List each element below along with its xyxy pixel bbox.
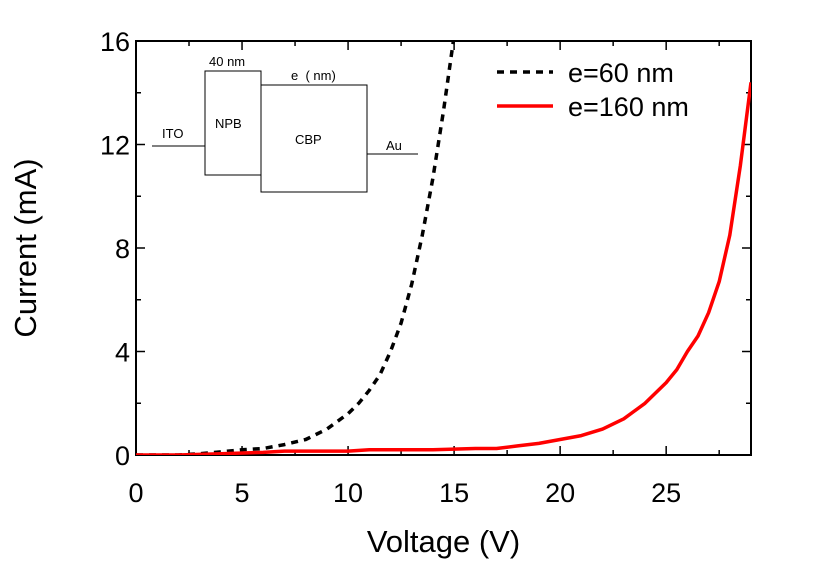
- legend-label-e160: e=160 nm: [568, 92, 689, 122]
- x-tick-label: 15: [439, 478, 469, 508]
- x-tick-label: 25: [651, 478, 681, 508]
- y-axis-ticks: 0 4 8 12 16: [100, 27, 751, 471]
- x-tick-label: 10: [333, 478, 363, 508]
- inset-label-ito: ITO: [162, 126, 183, 141]
- y-tick-label: 8: [115, 234, 130, 264]
- x-tick-label: 0: [128, 478, 143, 508]
- legend: e=60 nm e=160 nm: [497, 58, 689, 122]
- series-line-e160: [136, 82, 751, 455]
- device-structure-labels: 40 nm e ( nm) ITO NPB CBP Au: [162, 54, 402, 153]
- inset-cbp-layer: [260, 84, 368, 193]
- y-tick-label: 4: [115, 338, 130, 368]
- x-tick-label: 20: [545, 478, 575, 508]
- inset-label-cbp-thickness: e ( nm): [291, 68, 336, 83]
- series-layer: [136, 41, 751, 455]
- series-line-e60: [136, 41, 456, 455]
- inset-label-npb: NPB: [215, 116, 242, 131]
- device-structure-inset: [152, 70, 418, 193]
- x-axis-ticks: 0 5 10 15 20 25: [128, 41, 720, 508]
- inset-label-npb-thickness: 40 nm: [209, 54, 245, 69]
- x-tick-label: 5: [235, 478, 250, 508]
- y-tick-label: 12: [100, 131, 130, 161]
- inset-label-au: Au: [386, 138, 402, 153]
- y-tick-label: 0: [115, 441, 130, 471]
- y-axis-title: Current (mA): [8, 158, 43, 337]
- inset-label-cbp: CBP: [295, 132, 322, 147]
- plot-frame: 0 5 10 15 20 25 0 4 8 12 16: [100, 27, 752, 508]
- y-tick-label: 16: [100, 27, 130, 57]
- legend-label-e60: e=60 nm: [568, 58, 674, 88]
- x-axis-title: Voltage (V): [367, 524, 520, 559]
